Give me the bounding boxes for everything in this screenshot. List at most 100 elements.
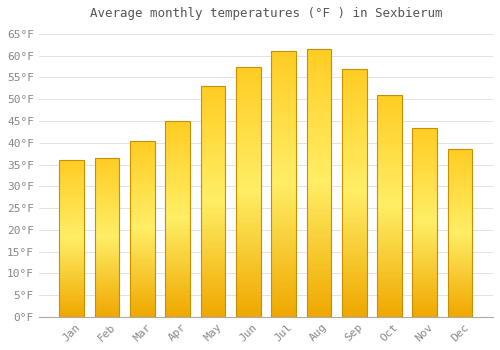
Bar: [377, 181, 402, 184]
Bar: [130, 315, 155, 317]
Bar: [236, 192, 260, 194]
Bar: [342, 267, 366, 270]
Bar: [130, 236, 155, 238]
Bar: [412, 288, 437, 290]
Bar: [236, 122, 260, 124]
Bar: [377, 141, 402, 144]
Bar: [236, 207, 260, 209]
Bar: [271, 123, 296, 126]
Bar: [130, 296, 155, 298]
Bar: [342, 91, 366, 93]
Bar: [448, 273, 472, 275]
Bar: [377, 281, 402, 284]
Bar: [236, 119, 260, 122]
Bar: [236, 104, 260, 107]
Bar: [342, 220, 366, 223]
Bar: [342, 180, 366, 183]
Bar: [412, 171, 437, 173]
Bar: [377, 206, 402, 208]
Bar: [271, 309, 296, 312]
Bar: [94, 309, 120, 310]
Bar: [377, 230, 402, 232]
Bar: [166, 233, 190, 234]
Bar: [271, 83, 296, 86]
Bar: [200, 254, 226, 257]
Bar: [60, 185, 84, 187]
Bar: [377, 241, 402, 244]
Bar: [200, 100, 226, 102]
Bar: [60, 218, 84, 220]
Bar: [130, 183, 155, 185]
Bar: [306, 156, 331, 159]
Bar: [200, 289, 226, 292]
Bar: [306, 285, 331, 287]
Bar: [377, 210, 402, 212]
Bar: [200, 282, 226, 285]
Bar: [448, 203, 472, 204]
Bar: [130, 239, 155, 241]
Bar: [236, 274, 260, 277]
Bar: [130, 195, 155, 197]
Bar: [200, 160, 226, 162]
Bar: [200, 296, 226, 298]
Bar: [236, 167, 260, 169]
Bar: [271, 70, 296, 72]
Bar: [200, 174, 226, 176]
Bar: [448, 275, 472, 276]
Bar: [94, 302, 120, 304]
Bar: [412, 298, 437, 300]
Bar: [271, 99, 296, 102]
Bar: [271, 184, 296, 187]
Bar: [200, 227, 226, 229]
Bar: [377, 255, 402, 257]
Bar: [448, 230, 472, 231]
Bar: [412, 211, 437, 213]
Bar: [130, 238, 155, 239]
Bar: [236, 257, 260, 259]
Bar: [236, 114, 260, 117]
Bar: [94, 196, 120, 198]
Bar: [60, 304, 84, 306]
Bar: [60, 201, 84, 202]
Bar: [412, 313, 437, 315]
Bar: [412, 167, 437, 169]
Bar: [448, 295, 472, 297]
Bar: [130, 287, 155, 289]
Bar: [377, 261, 402, 264]
Bar: [342, 235, 366, 237]
Bar: [200, 292, 226, 294]
Bar: [166, 286, 190, 287]
Bar: [60, 251, 84, 253]
Bar: [236, 264, 260, 267]
Bar: [94, 287, 120, 288]
Bar: [130, 289, 155, 290]
Bar: [130, 174, 155, 176]
Bar: [94, 310, 120, 312]
Bar: [200, 268, 226, 271]
Bar: [130, 313, 155, 315]
Bar: [130, 269, 155, 271]
Bar: [377, 299, 402, 301]
Bar: [60, 243, 84, 245]
Bar: [271, 208, 296, 211]
Bar: [306, 212, 331, 215]
Bar: [342, 240, 366, 243]
Bar: [377, 219, 402, 222]
Bar: [130, 153, 155, 155]
Bar: [200, 89, 226, 91]
Bar: [342, 69, 366, 71]
Bar: [271, 60, 296, 62]
Bar: [306, 100, 331, 103]
Bar: [60, 182, 84, 184]
Bar: [166, 176, 190, 178]
Bar: [60, 187, 84, 188]
Bar: [166, 246, 190, 248]
Bar: [448, 251, 472, 253]
Bar: [342, 260, 366, 262]
Bar: [94, 240, 120, 242]
Bar: [166, 217, 190, 219]
Bar: [236, 227, 260, 229]
Bar: [166, 264, 190, 266]
Bar: [200, 220, 226, 222]
Bar: [342, 136, 366, 138]
